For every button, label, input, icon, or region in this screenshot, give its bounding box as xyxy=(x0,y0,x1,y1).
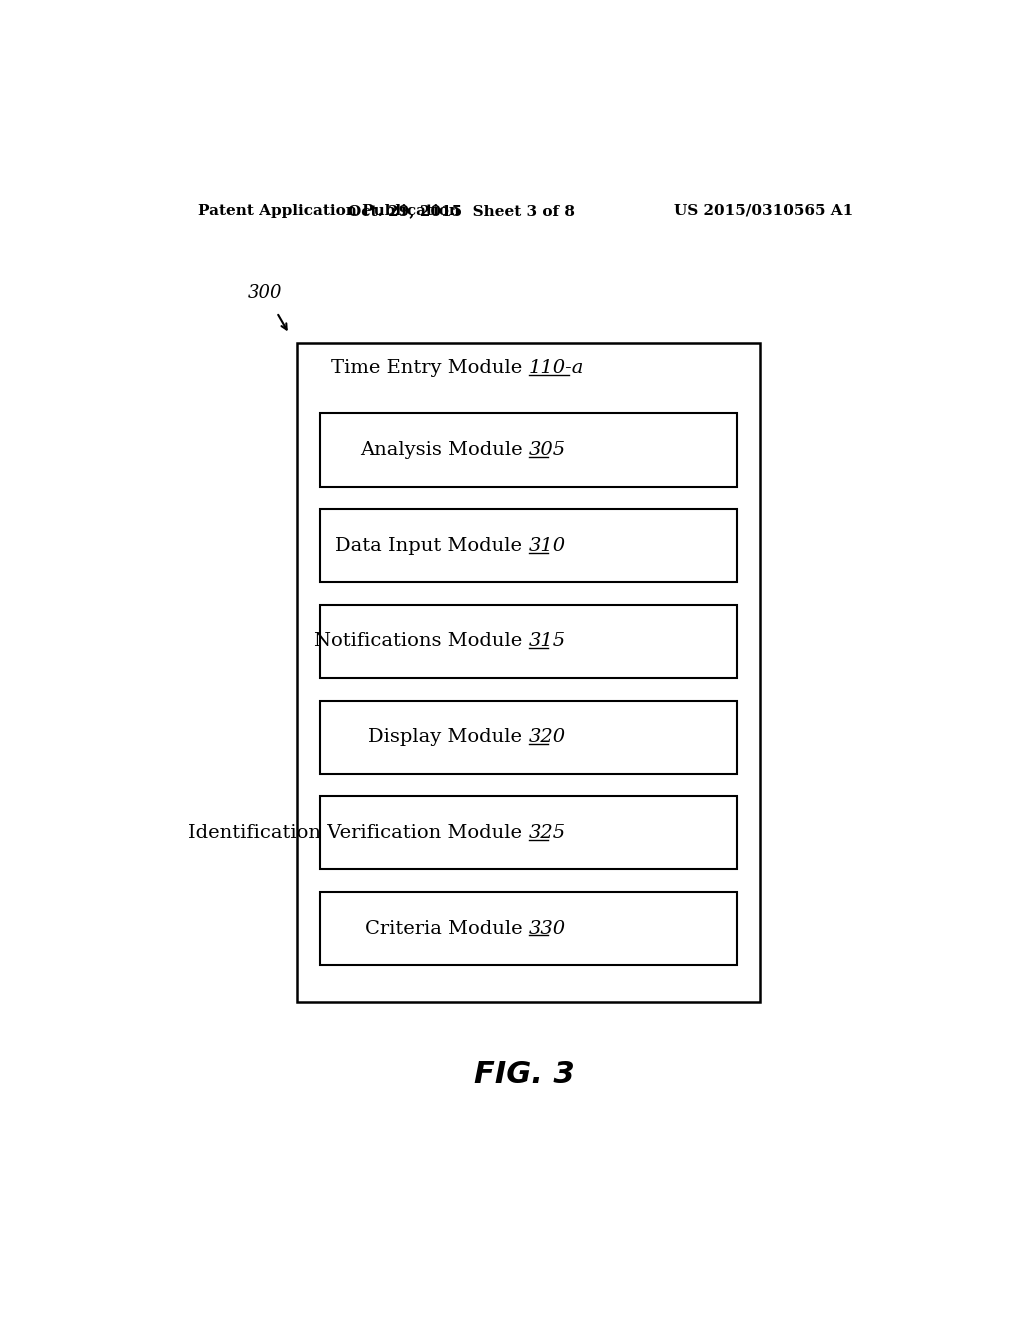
Text: Criteria Module: Criteria Module xyxy=(365,920,528,937)
Text: Patent Application Publication: Patent Application Publication xyxy=(198,203,460,218)
Text: Notifications Module: Notifications Module xyxy=(314,632,528,651)
Bar xyxy=(321,605,737,678)
Text: Display Module: Display Module xyxy=(369,729,528,746)
Bar xyxy=(321,701,737,774)
Text: Time Entry Module: Time Entry Module xyxy=(331,359,528,376)
Text: 110-a: 110-a xyxy=(528,359,584,376)
Text: 310: 310 xyxy=(528,537,566,554)
Text: 325: 325 xyxy=(528,824,566,842)
Text: US 2015/0310565 A1: US 2015/0310565 A1 xyxy=(674,203,853,218)
Text: Oct. 29, 2015  Sheet 3 of 8: Oct. 29, 2015 Sheet 3 of 8 xyxy=(348,203,574,218)
Text: Analysis Module: Analysis Module xyxy=(359,441,528,459)
Text: 320: 320 xyxy=(528,729,566,746)
Text: 315: 315 xyxy=(528,632,566,651)
Text: Identification Verification Module: Identification Verification Module xyxy=(188,824,528,842)
Text: FIG. 3: FIG. 3 xyxy=(474,1060,575,1089)
Bar xyxy=(321,892,737,965)
Text: 300: 300 xyxy=(248,284,283,302)
Text: 330: 330 xyxy=(528,920,566,937)
Bar xyxy=(321,413,737,487)
Bar xyxy=(321,796,737,870)
Text: Data Input Module: Data Input Module xyxy=(336,537,528,554)
Bar xyxy=(297,343,761,1002)
Bar xyxy=(321,510,737,582)
Text: 305: 305 xyxy=(528,441,566,459)
